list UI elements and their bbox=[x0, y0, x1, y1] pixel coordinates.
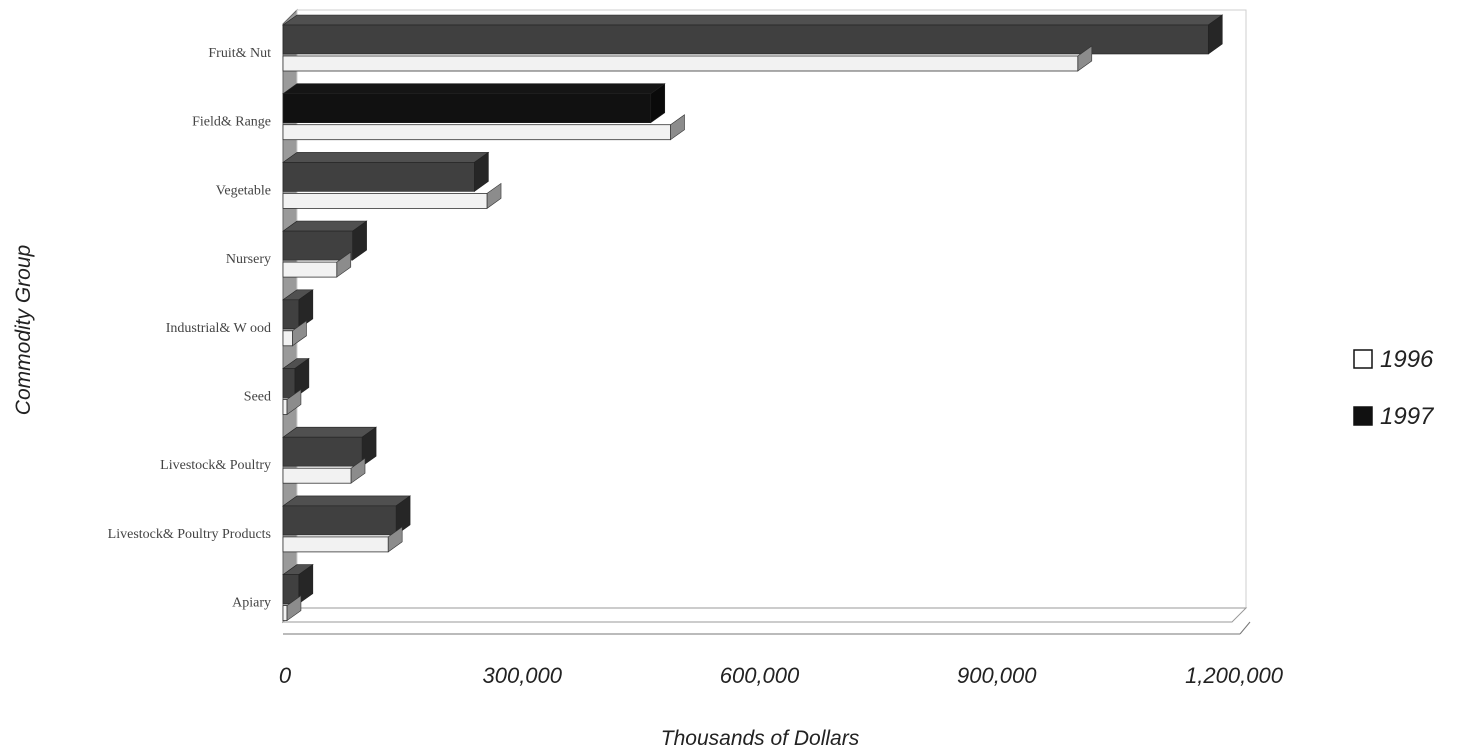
category-label: Industrial& W ood bbox=[166, 321, 271, 336]
category-label: Seed bbox=[244, 390, 271, 405]
x-tick-label: 900,000 bbox=[957, 663, 1037, 688]
legend-label-1996: 1996 bbox=[1380, 346, 1434, 373]
x-tick-label: 0 bbox=[279, 663, 292, 688]
bar-1997-top bbox=[282, 426, 378, 438]
legend-label-1997: 1997 bbox=[1380, 403, 1435, 430]
bar-1996 bbox=[282, 536, 389, 553]
legend-swatch-1997 bbox=[1353, 406, 1373, 426]
bar-1997-top bbox=[282, 152, 490, 163]
bar-1996 bbox=[282, 399, 288, 415]
category-label: Apiary bbox=[232, 596, 271, 611]
bar-1997-top bbox=[282, 220, 368, 232]
bar-1997 bbox=[282, 230, 353, 261]
category-label: Livestock& Poultry bbox=[160, 458, 271, 473]
legend-swatch-1996 bbox=[1353, 349, 1373, 369]
x-tick-labels: 0 300,000 600,000 900,000 1,200,000 bbox=[279, 663, 1284, 688]
x-axis-title: Thousands of Dollars bbox=[661, 727, 860, 749]
bar-1997 bbox=[282, 24, 1209, 55]
bar-1997-top bbox=[282, 14, 1224, 26]
y-axis-title: Commodity Group bbox=[12, 245, 35, 415]
category-label: Fruit& Nut bbox=[208, 46, 271, 61]
bar-1997-top bbox=[282, 495, 412, 507]
category-label: Livestock& Poultry Products bbox=[108, 527, 271, 542]
bar-1997 bbox=[282, 436, 363, 467]
bar-1997 bbox=[282, 505, 397, 536]
bar-1997 bbox=[282, 162, 475, 192]
category-label: Field& Range bbox=[192, 115, 271, 130]
x-tick-label: 600,000 bbox=[720, 663, 800, 688]
bar-1997 bbox=[282, 299, 300, 330]
bar-1996 bbox=[282, 261, 338, 278]
category-labels: Fruit& Nut Field& Range Vegetable Nursery In… bbox=[108, 46, 271, 611]
bar-1997 bbox=[282, 93, 652, 123]
legend: 1996 1997 bbox=[1353, 346, 1435, 430]
x-tick-label: 300,000 bbox=[482, 663, 562, 688]
bar-1996 bbox=[282, 605, 288, 621]
category-label: Vegetable bbox=[216, 183, 271, 198]
bar-1997-top bbox=[282, 83, 666, 94]
bar-1996 bbox=[282, 55, 1079, 72]
bar-1996 bbox=[282, 467, 352, 484]
bars-layer bbox=[282, 14, 1224, 622]
bar-1996 bbox=[282, 192, 488, 209]
x-axis-edge bbox=[1239, 621, 1251, 635]
bar-1997 bbox=[282, 368, 296, 398]
category-label: Nursery bbox=[226, 252, 271, 267]
bar-1996 bbox=[282, 330, 293, 347]
floor bbox=[281, 607, 1248, 623]
bar-1996 bbox=[282, 124, 671, 141]
x-tick-label: 1,200,000 bbox=[1185, 663, 1284, 688]
